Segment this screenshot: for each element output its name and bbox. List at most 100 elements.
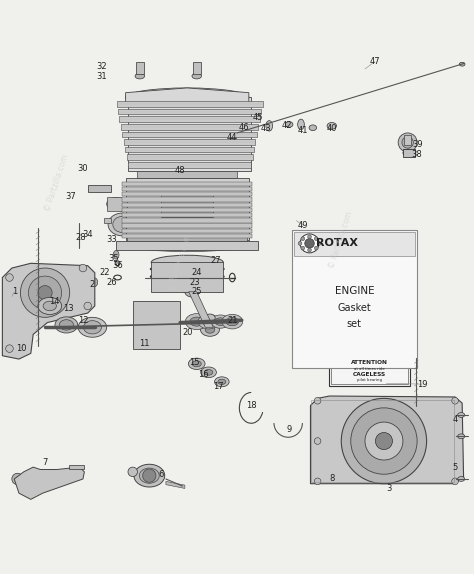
- Polygon shape: [2, 263, 95, 359]
- Polygon shape: [107, 197, 127, 211]
- Polygon shape: [128, 98, 251, 171]
- Ellipse shape: [266, 121, 273, 131]
- Ellipse shape: [235, 130, 241, 135]
- Polygon shape: [403, 149, 415, 157]
- Ellipse shape: [152, 320, 161, 329]
- Ellipse shape: [164, 328, 172, 336]
- Ellipse shape: [43, 301, 56, 311]
- Text: 22: 22: [99, 268, 109, 277]
- Text: 2: 2: [90, 280, 95, 289]
- Text: 28: 28: [75, 232, 86, 242]
- Polygon shape: [122, 223, 252, 228]
- Ellipse shape: [59, 320, 73, 330]
- Circle shape: [398, 133, 417, 152]
- Ellipse shape: [309, 125, 317, 130]
- Circle shape: [452, 478, 458, 484]
- Polygon shape: [122, 228, 252, 233]
- Text: ROTAX: ROTAX: [316, 238, 357, 249]
- Circle shape: [84, 302, 91, 310]
- Ellipse shape: [107, 197, 126, 211]
- Text: 37: 37: [66, 192, 76, 201]
- Polygon shape: [117, 101, 263, 107]
- Polygon shape: [119, 117, 260, 122]
- Circle shape: [365, 422, 403, 460]
- Ellipse shape: [151, 255, 223, 269]
- Text: 23: 23: [189, 278, 200, 287]
- Text: 46: 46: [239, 123, 249, 132]
- Text: 8: 8: [329, 475, 335, 483]
- Circle shape: [314, 237, 318, 241]
- Text: Gasket: Gasket: [337, 304, 371, 313]
- Ellipse shape: [205, 314, 215, 321]
- Circle shape: [351, 408, 417, 474]
- Text: 32: 32: [97, 62, 107, 71]
- Ellipse shape: [135, 240, 239, 251]
- Bar: [294, 232, 415, 256]
- Circle shape: [308, 235, 311, 239]
- Text: 33: 33: [106, 235, 117, 244]
- Ellipse shape: [459, 63, 465, 66]
- Ellipse shape: [204, 370, 213, 375]
- Polygon shape: [69, 465, 84, 470]
- Bar: [331, 358, 408, 384]
- Polygon shape: [122, 192, 252, 196]
- Text: 14: 14: [49, 297, 60, 306]
- Polygon shape: [161, 195, 213, 217]
- Text: 10: 10: [16, 344, 27, 353]
- Text: at all times ride: at all times ride: [355, 367, 385, 371]
- Text: 31: 31: [97, 72, 107, 80]
- Ellipse shape: [215, 318, 226, 325]
- Ellipse shape: [92, 278, 98, 286]
- Polygon shape: [133, 301, 180, 348]
- Circle shape: [30, 484, 36, 491]
- Polygon shape: [122, 218, 252, 223]
- Polygon shape: [404, 135, 411, 145]
- Text: 30: 30: [78, 164, 88, 173]
- Ellipse shape: [201, 367, 216, 378]
- Ellipse shape: [226, 317, 238, 326]
- Ellipse shape: [55, 317, 78, 333]
- Polygon shape: [124, 139, 255, 145]
- Polygon shape: [136, 62, 144, 73]
- Ellipse shape: [243, 125, 250, 129]
- Text: 34: 34: [82, 230, 93, 239]
- Circle shape: [301, 246, 305, 250]
- Text: 48: 48: [175, 166, 185, 176]
- Circle shape: [6, 345, 13, 352]
- Text: 1: 1: [11, 287, 17, 296]
- Ellipse shape: [205, 326, 215, 333]
- Text: 40: 40: [327, 124, 337, 133]
- Text: 12: 12: [78, 316, 88, 325]
- Circle shape: [27, 481, 40, 494]
- Ellipse shape: [298, 119, 304, 130]
- Ellipse shape: [327, 122, 337, 129]
- Text: 44: 44: [227, 133, 237, 142]
- Ellipse shape: [140, 162, 235, 179]
- Ellipse shape: [234, 130, 238, 140]
- Text: 35: 35: [109, 254, 119, 263]
- Polygon shape: [104, 218, 111, 223]
- Ellipse shape: [201, 323, 219, 336]
- Bar: [329, 356, 410, 386]
- Ellipse shape: [161, 179, 213, 210]
- Ellipse shape: [285, 122, 293, 127]
- Circle shape: [314, 397, 321, 404]
- Text: 42: 42: [282, 121, 292, 130]
- Ellipse shape: [211, 315, 230, 328]
- Polygon shape: [127, 154, 253, 160]
- Text: 21: 21: [227, 316, 237, 325]
- Circle shape: [314, 478, 321, 484]
- Polygon shape: [137, 171, 237, 178]
- Text: 18: 18: [246, 401, 256, 410]
- Polygon shape: [151, 262, 223, 292]
- Text: 41: 41: [298, 126, 309, 135]
- Text: 11: 11: [139, 339, 150, 348]
- Circle shape: [143, 469, 156, 482]
- Ellipse shape: [126, 88, 249, 107]
- Circle shape: [6, 274, 13, 281]
- Text: 17: 17: [213, 382, 223, 391]
- Polygon shape: [193, 62, 201, 73]
- Circle shape: [317, 242, 321, 245]
- Circle shape: [12, 474, 23, 484]
- Ellipse shape: [146, 171, 228, 218]
